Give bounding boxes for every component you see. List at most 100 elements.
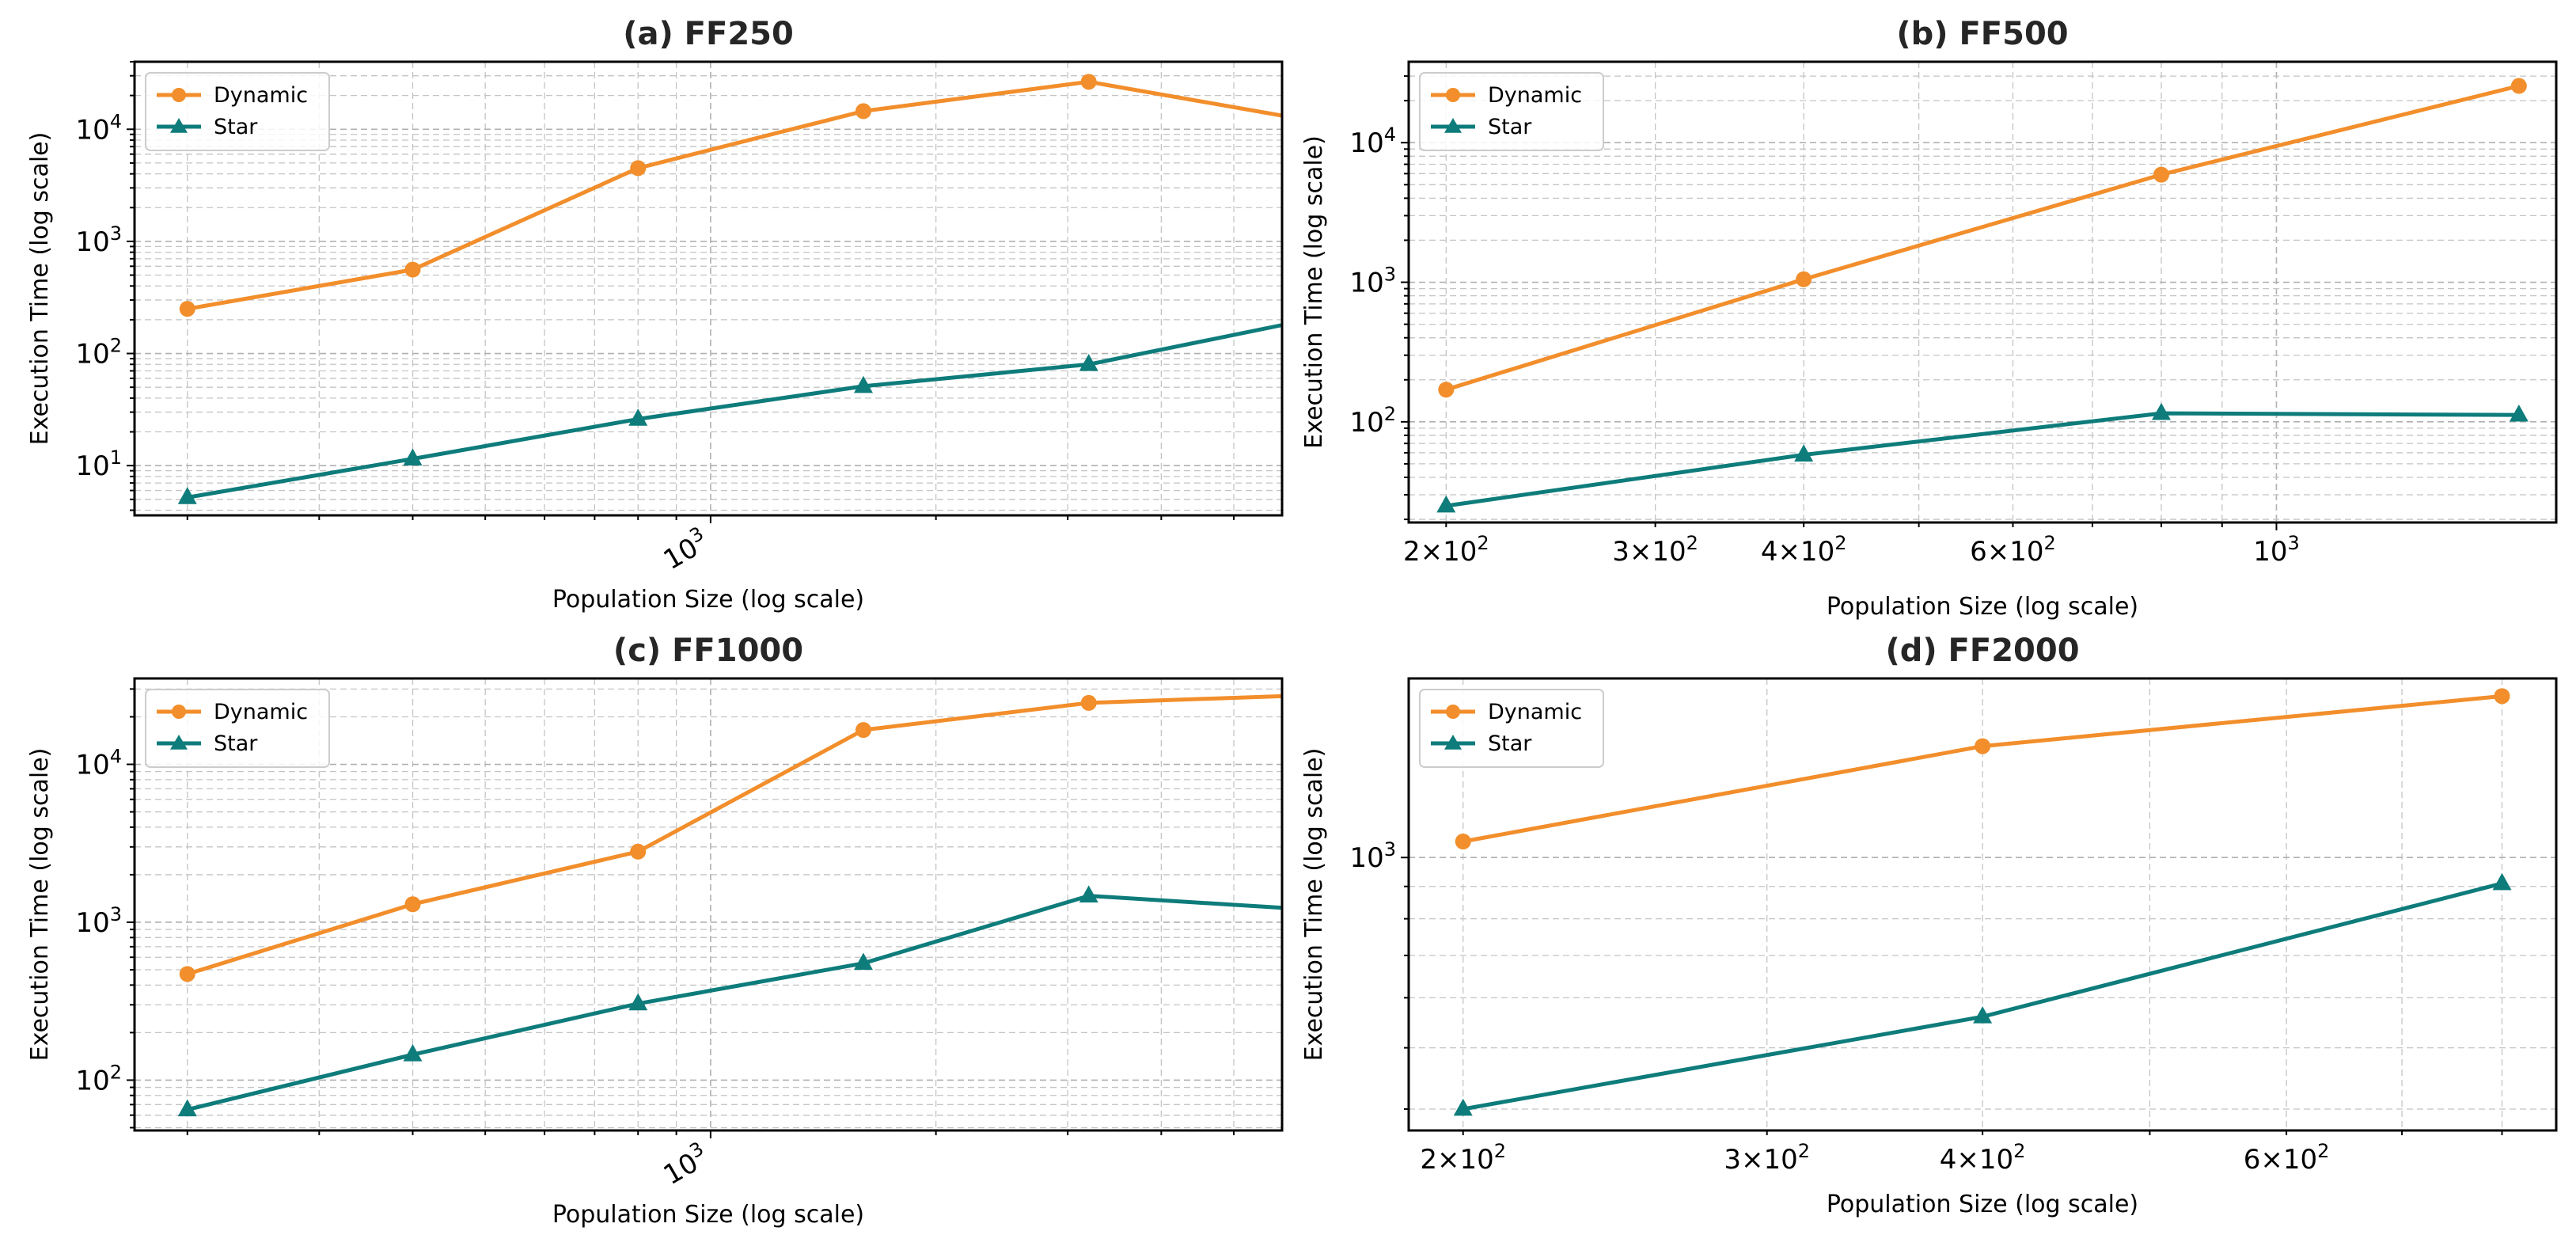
legend-label-dynamic: Dynamic — [214, 83, 308, 108]
series-line-star — [187, 323, 1282, 500]
x-tick-label: 103 — [656, 1138, 714, 1191]
subplot-ff250: 103 101 102 103 104 (a) FF250 Population Size … — [26, 16, 1322, 614]
series-group — [177, 687, 1322, 1117]
y-axis-label: Execution Time (log scale) — [1300, 135, 1328, 449]
legend-marker-dynamic — [172, 705, 186, 719]
data-point-star — [853, 375, 873, 393]
subplot-ff2000: 2×102 3×102 4×102 6×102 103 (d) FF2000 Populat… — [1300, 633, 2558, 1218]
data-point-star — [853, 952, 873, 971]
y-tick-label: 102 — [75, 1061, 122, 1096]
legend-marker-star — [1444, 735, 1462, 750]
data-point-star — [628, 993, 648, 1011]
series-line-dynamic — [187, 79, 1282, 311]
legend-label-dynamic: Dynamic — [1488, 83, 1582, 108]
legend-marker-star — [170, 118, 188, 133]
chart-title: (a) FF250 — [623, 16, 794, 52]
y-axis-label: Execution Time (log scale) — [26, 748, 54, 1062]
data-point-dynamic — [404, 896, 421, 913]
x-tick-label: 103 — [656, 522, 714, 576]
legend-marker-dynamic — [1446, 705, 1460, 719]
tick-marks — [1401, 857, 2503, 1135]
series-group — [1436, 78, 2529, 513]
data-point-dynamic — [1455, 834, 1471, 850]
x-tick-label: 4×102 — [1940, 1140, 2026, 1176]
x-axis-label: Population Size (log scale) — [552, 1201, 864, 1229]
legend-marker-star — [1444, 118, 1462, 133]
y-tick-label: 103 — [1349, 264, 1396, 299]
x-tick-label: 3×102 — [1724, 1140, 1810, 1176]
data-point-star — [1973, 1006, 1993, 1024]
data-point-star — [1436, 495, 1456, 513]
data-point-dynamic — [855, 722, 871, 739]
legend-marker-star — [170, 735, 188, 750]
legend-box — [1419, 72, 1604, 151]
data-point-dynamic — [1306, 113, 1322, 129]
legend-box — [145, 689, 330, 768]
legend-label-star: Star — [1488, 731, 1532, 756]
legend-label-star: Star — [214, 115, 258, 139]
data-point-star — [177, 1099, 197, 1117]
series-group — [1453, 688, 2512, 1116]
plot-frame — [133, 60, 1284, 517]
grid — [135, 62, 1282, 515]
legend-label-dynamic: Dynamic — [1488, 700, 1582, 724]
series-line-dynamic — [187, 693, 1282, 976]
plot-frame — [1407, 677, 2558, 1132]
data-point-dynamic — [179, 301, 195, 317]
x-tick-label: 103 — [2253, 532, 2300, 568]
y-tick-label: 103 — [1349, 838, 1396, 874]
x-tick-label: 6×102 — [1970, 532, 2056, 568]
chart-title: (c) FF1000 — [613, 633, 803, 669]
series-line-star — [187, 894, 1282, 1112]
series-group — [177, 74, 1322, 504]
grid — [135, 678, 1282, 1130]
x-axis-label: Population Size (log scale) — [1827, 1191, 2138, 1218]
data-point-dynamic — [179, 966, 195, 982]
data-point-star — [1794, 444, 1814, 462]
data-point-dynamic — [1080, 694, 1097, 711]
y-axis-label: Execution Time (log scale) — [26, 132, 54, 446]
data-point-dynamic — [2153, 166, 2170, 183]
legend-box — [145, 72, 330, 151]
legend: Dynamic Star — [1419, 689, 1604, 768]
legend: Dynamic Star — [145, 72, 330, 151]
legend: Dynamic Star — [145, 689, 330, 768]
series-line-star — [1445, 411, 2519, 508]
chart-title: (d) FF2000 — [1885, 633, 2079, 669]
data-point-star — [403, 1044, 423, 1062]
data-point-star — [2152, 402, 2172, 420]
data-point-dynamic — [2494, 688, 2510, 705]
y-tick-label: 103 — [75, 222, 122, 258]
legend-label-star: Star — [1488, 115, 1532, 139]
y-tick-label: 104 — [1349, 123, 1396, 159]
legend-box — [1419, 689, 1604, 768]
data-point-dynamic — [1975, 738, 1991, 754]
x-tick-label: 6×102 — [2244, 1140, 2330, 1176]
x-axis-label: Population Size (log scale) — [552, 586, 864, 614]
y-tick-label: 102 — [1349, 403, 1396, 439]
data-point-dynamic — [630, 843, 647, 860]
x-tick-label: 3×102 — [1612, 532, 1698, 568]
data-point-star — [1079, 354, 1098, 371]
x-tick-label: 2×102 — [1403, 532, 1489, 568]
x-tick-label: 4×102 — [1761, 532, 1847, 568]
legend-label-dynamic: Dynamic — [214, 700, 308, 724]
data-point-star — [2492, 872, 2512, 891]
data-point-dynamic — [1306, 687, 1322, 703]
data-point-dynamic — [404, 261, 421, 278]
data-point-dynamic — [1080, 74, 1097, 90]
data-point-star — [628, 408, 648, 426]
y-axis-label: Execution Time (log scale) — [1300, 748, 1328, 1062]
y-tick-label: 104 — [75, 110, 122, 146]
data-point-star — [1079, 885, 1098, 902]
y-tick-label: 104 — [75, 746, 122, 781]
data-point-star — [403, 448, 423, 465]
plot-frame — [133, 677, 1284, 1132]
data-point-star — [177, 487, 197, 504]
legend-marker-dynamic — [172, 88, 186, 102]
data-point-dynamic — [2510, 78, 2527, 94]
data-point-dynamic — [1796, 271, 1812, 287]
series-line-dynamic — [1445, 84, 2520, 392]
legend-label-star: Star — [214, 731, 258, 756]
